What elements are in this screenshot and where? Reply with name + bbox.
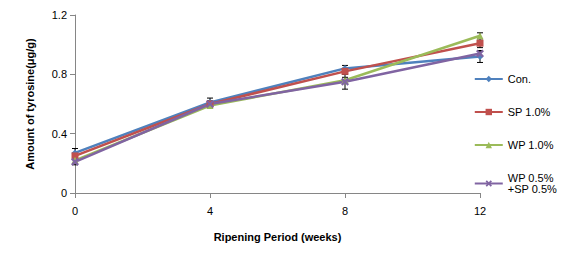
- svg-text:8: 8: [342, 205, 348, 217]
- svg-text:0.4: 0.4: [52, 128, 67, 140]
- svg-text:0.8: 0.8: [52, 68, 67, 80]
- svg-text:1.2: 1.2: [52, 9, 67, 21]
- svg-text:0: 0: [61, 187, 67, 199]
- svg-text:WP 0.5%: WP 0.5%: [507, 172, 557, 184]
- svg-text:0: 0: [72, 205, 78, 217]
- svg-text:Con.: Con.: [508, 73, 531, 85]
- svg-text:4: 4: [207, 205, 213, 217]
- svg-text:12: 12: [474, 205, 486, 217]
- svg-text:WP 1.0%: WP 1.0%: [508, 139, 554, 151]
- svg-text:SP 1.0%: SP 1.0%: [508, 106, 551, 118]
- svg-text:Amount of tyrosine(μg/g): Amount of tyrosine(μg/g): [24, 38, 36, 170]
- svg-text:+SP 0.5%: +SP 0.5%: [508, 183, 557, 195]
- svg-text:Ripening Period (weeks): Ripening Period (weeks): [214, 231, 342, 243]
